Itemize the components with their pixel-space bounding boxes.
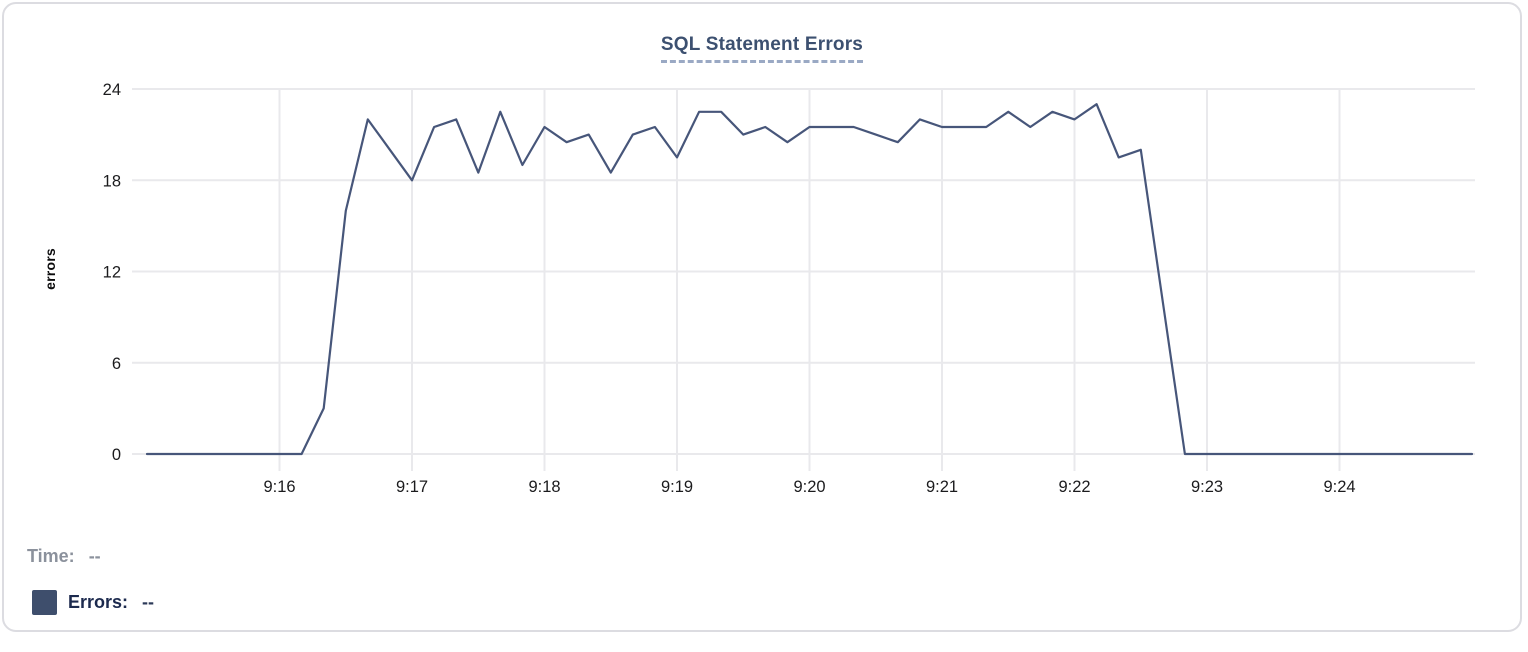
x-axis-tick-label: 9:21: [926, 478, 958, 496]
tooltip-errors-label: Errors:: [68, 592, 129, 612]
tooltip-time-label: Time:: [27, 546, 75, 566]
x-axis-tick-label: 9:20: [793, 478, 825, 496]
y-axis-tick-label: 12: [103, 264, 121, 282]
tooltip-time-row: Time: --: [27, 546, 101, 567]
x-axis-tick-label: 9:22: [1058, 478, 1090, 496]
tooltip-errors-row: Errors: --: [32, 590, 154, 615]
y-axis-tick-label: 18: [103, 172, 121, 190]
x-axis-tick-label: 9:17: [396, 478, 428, 496]
chart-title[interactable]: SQL Statement Errors: [660, 34, 864, 63]
x-axis-tick-label: 9:19: [661, 478, 693, 496]
x-axis-tick-label: 9:18: [528, 478, 560, 496]
errors-series-line: [145, 103, 1474, 456]
x-axis-tick-label: 9:24: [1323, 478, 1355, 496]
y-axis-title: errors: [42, 248, 58, 290]
errors-line-chart[interactable]: 0 6 12 18 24 9:16 9:17 9:18 9:19 9:20 9:21 9:22 9:23…: [4, 4, 1522, 514]
x-axis-tick-label: 9:16: [263, 478, 295, 496]
tooltip-time-value: --: [88, 546, 101, 566]
y-axis-tick-label: 6: [112, 355, 121, 373]
errors-series-swatch-icon: [32, 590, 57, 615]
y-axis-tick-label: 24: [103, 81, 121, 99]
y-axis-tick-label: 0: [112, 446, 121, 464]
tooltip-errors-value: --: [142, 592, 155, 612]
chart-card: SQL Statement Errors 0 6 12 18 24 9:16 9:17 9:1…: [2, 2, 1522, 632]
x-axis-tick-label: 9:23: [1191, 478, 1223, 496]
